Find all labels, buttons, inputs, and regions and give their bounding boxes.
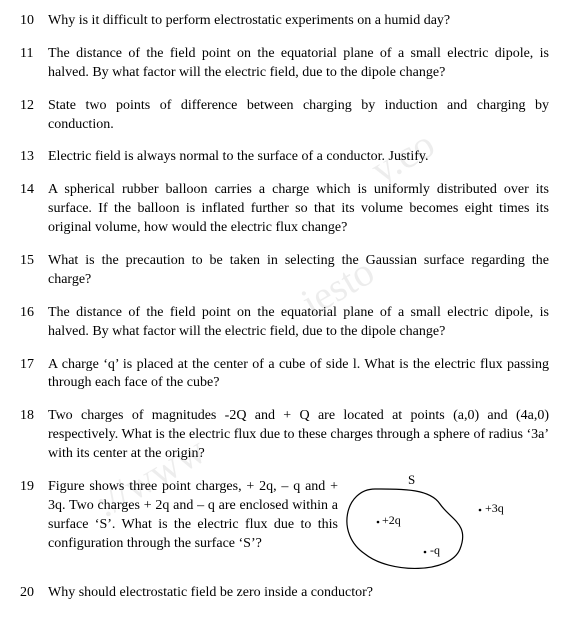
question-text: Why is it difficult to perform electrost… — [48, 12, 549, 31]
question-number: 12 — [20, 97, 48, 135]
question-number: 11 — [20, 45, 48, 83]
question-number: 19 — [20, 478, 48, 554]
question-number: 17 — [20, 356, 48, 394]
question-15: 15 What is the precaution to be taken in… — [20, 252, 549, 290]
charge-dot — [479, 509, 482, 512]
surface-path — [347, 489, 463, 568]
question-text: State two points of difference between c… — [48, 97, 549, 135]
question-number: 20 — [20, 584, 48, 603]
question-17: 17 A charge ‘q’ is placed at the center … — [20, 356, 549, 394]
surface-label: S — [408, 472, 415, 487]
question-11: 11 The distance of the field point on th… — [20, 45, 549, 83]
question-14: 14 A spherical rubber balloon carries a … — [20, 181, 549, 238]
question-13: 13 Electric field is always normal to th… — [20, 148, 549, 167]
question-19: 19 Figure shows three point charges, + 2… — [20, 478, 549, 554]
question-number: 14 — [20, 181, 48, 238]
question-text: Electric field is always normal to the s… — [48, 148, 549, 167]
question-20: 20 Why should electrostatic field be zer… — [20, 584, 549, 603]
charge1-label: +2q — [382, 513, 401, 527]
question-text: A spherical rubber balloon carries a cha… — [48, 181, 549, 238]
question-12: 12 State two points of difference betwee… — [20, 97, 549, 135]
question-number: 15 — [20, 252, 48, 290]
charge3-label: -q — [430, 543, 440, 557]
question-number: 13 — [20, 148, 48, 167]
question-text: Two charges of magnitudes -2Q and + Q ar… — [48, 407, 549, 464]
question-text: What is the precaution to be taken in se… — [48, 252, 549, 290]
question-16: 16 The distance of the field point on th… — [20, 304, 549, 342]
charge-dot — [377, 521, 380, 524]
question-text: A charge ‘q’ is placed at the center of … — [48, 356, 549, 394]
question-number: 16 — [20, 304, 48, 342]
question-text: Figure shows three point charges, + 2q, … — [48, 478, 338, 554]
charges-figure: S +2q +3q -q — [340, 474, 530, 574]
question-number: 10 — [20, 12, 48, 31]
question-10: 10 Why is it difficult to perform electr… — [20, 12, 549, 31]
question-number: 18 — [20, 407, 48, 464]
question-text: Why should electrostatic field be zero i… — [48, 584, 549, 603]
question-text: The distance of the field point on the e… — [48, 45, 549, 83]
question-text: The distance of the field point on the e… — [48, 304, 549, 342]
charge2-label: +3q — [485, 501, 504, 515]
question-18: 18 Two charges of magnitudes -2Q and + Q… — [20, 407, 549, 464]
charge-dot — [424, 551, 427, 554]
